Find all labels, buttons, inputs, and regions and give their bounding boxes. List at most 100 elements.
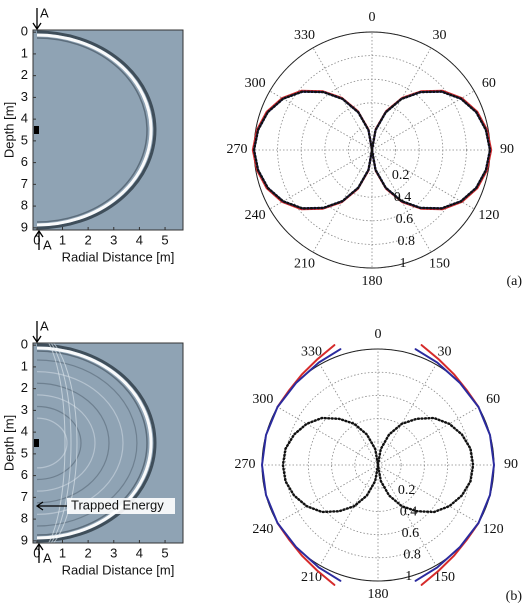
grid-spoke — [371, 149, 432, 253]
angle-tick-label: 300 — [252, 392, 273, 407]
radial-tick-label: 0.8 — [398, 234, 416, 249]
x-tick-label: 4 — [136, 545, 143, 560]
panel-label: (a) — [506, 274, 522, 289]
marker-arrow — [32, 8, 42, 31]
angle-tick-label: 180 — [362, 274, 383, 289]
wavefront — [52, 343, 78, 543]
source — [34, 126, 39, 134]
radial-tick-label: 1 — [399, 256, 406, 271]
wavefront — [36, 346, 153, 540]
polar-line — [260, 348, 342, 582]
y-tick-label: 0 — [21, 337, 28, 352]
angle-tick-label: 0 — [369, 10, 376, 25]
polar-line — [252, 90, 492, 210]
grid-spoke — [371, 149, 475, 210]
x-tick-label: 4 — [136, 232, 143, 247]
angle-tick-label: 240 — [245, 208, 266, 223]
angle-tick-label: 270 — [227, 142, 248, 157]
x-tick-label: 2 — [85, 545, 92, 560]
y-tick-label: 6 — [21, 154, 28, 169]
y-axis-label: Depth [m] — [1, 102, 16, 158]
x-tick-label: 5 — [161, 232, 168, 247]
grid-spoke — [312, 47, 373, 151]
y-tick-label: 4 — [21, 111, 28, 126]
wavefront — [36, 359, 138, 527]
wavefront — [36, 30, 157, 230]
y-tick-label: 3 — [21, 402, 28, 417]
y-tick-label: 0 — [21, 24, 28, 39]
y-tick-label: 2 — [21, 67, 28, 82]
angle-tick-label: 0 — [375, 327, 382, 342]
y-tick-label: 1 — [21, 358, 28, 373]
wavefronts — [36, 343, 157, 543]
y-tick-label: 4 — [21, 424, 28, 439]
y-tick-label: 5 — [21, 445, 28, 460]
x-tick-label: 0 — [33, 545, 40, 560]
marker-arrow — [32, 321, 42, 344]
y-tick-label: 5 — [21, 132, 28, 147]
angle-tick-label: 300 — [245, 76, 266, 91]
angle-tick-label: 30 — [438, 345, 452, 360]
angle-tick-label: 150 — [434, 570, 455, 585]
angle-tick-label: 30 — [433, 28, 447, 43]
angle-tick-label: 60 — [486, 392, 500, 407]
y-tick-label: 1 — [21, 45, 28, 60]
y-axis-label: Depth [m] — [1, 415, 16, 471]
x-tick-label: 2 — [85, 232, 92, 247]
y-tick-label: 8 — [21, 198, 28, 213]
angle-tick-label: 120 — [478, 208, 499, 223]
radial-tick-label: 0.6 — [396, 212, 414, 227]
radial-tick-label: 0.8 — [403, 548, 421, 563]
wavefront — [36, 417, 68, 469]
x-tick-label: 3 — [110, 545, 117, 560]
radial-tick-label: 0.2 — [392, 168, 410, 183]
panel-label: (b) — [506, 589, 523, 604]
grid-circle — [307, 394, 448, 535]
annotation: Trapped Energy — [71, 497, 164, 512]
annotation-arrow — [35, 501, 67, 511]
y-tick-label: 2 — [21, 380, 28, 395]
y-tick-label: 3 — [21, 89, 28, 104]
radial-tick-label: 0.4 — [400, 504, 418, 519]
x-tick-label: 0 — [33, 232, 40, 247]
grid-spoke — [269, 149, 373, 210]
x-tick-label: 3 — [110, 232, 117, 247]
image-frame — [32, 29, 184, 231]
x-tick-label: 5 — [161, 545, 168, 560]
radial-tick-label: 0.4 — [394, 190, 412, 205]
angle-tick-label: 120 — [483, 522, 504, 537]
grid-spoke — [269, 90, 373, 151]
grid-circle — [347, 126, 396, 175]
angle-tick-label: 330 — [301, 345, 322, 360]
angle-tick-label: 180 — [368, 587, 389, 602]
x-tick-label: 1 — [59, 232, 66, 247]
angle-tick-label: 210 — [294, 257, 315, 272]
wavefield-image — [33, 30, 183, 230]
marker-label: A — [40, 5, 49, 20]
angle-tick-label: 330 — [294, 28, 315, 43]
y-tick-label: 6 — [21, 467, 28, 482]
wavefront — [36, 37, 148, 223]
grid-spoke — [371, 90, 475, 151]
radial-tick-label: 1 — [405, 569, 412, 584]
wavefront — [48, 343, 66, 543]
angle-tick-label: 270 — [235, 457, 256, 472]
grid-circle — [277, 55, 467, 245]
source — [34, 439, 39, 447]
radial-tick-label: 0.2 — [398, 483, 416, 498]
wavefronts — [36, 30, 157, 230]
y-tick-label: 9 — [21, 219, 28, 234]
marker-arrow — [34, 229, 44, 250]
polar-line — [414, 348, 496, 582]
polar-line — [281, 416, 475, 514]
grid-spoke — [371, 47, 432, 151]
marker-label: A — [43, 237, 52, 252]
grid-circle — [324, 102, 420, 198]
image-frame — [32, 342, 184, 544]
angle-tick-label: 210 — [301, 570, 322, 585]
y-tick-label: 8 — [21, 511, 28, 526]
angle-tick-label: 240 — [252, 522, 273, 537]
wavefront — [36, 343, 157, 543]
